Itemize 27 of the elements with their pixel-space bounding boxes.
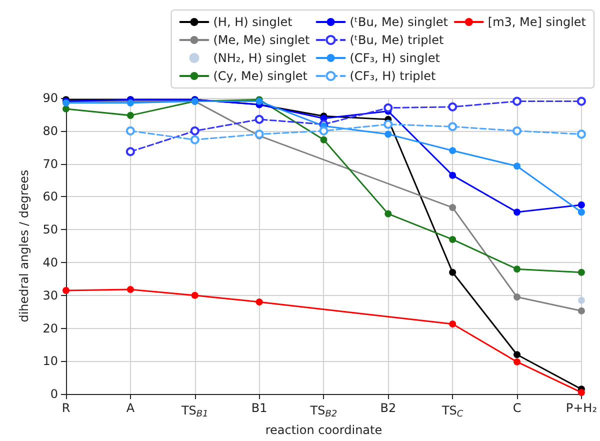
x-tick-label: B2 [380, 401, 396, 416]
y-tick-label: 40 [42, 256, 58, 270]
legend-label: (Me, Me) singlet [213, 33, 310, 47]
y-tick-label: 80 [42, 124, 58, 138]
y-tick-label: 30 [42, 288, 58, 302]
x-tick-label: B1 [251, 401, 268, 416]
legend-label: (H, H) singlet [213, 15, 293, 29]
legend-label: (ᵗBu, Me) triplet [350, 33, 444, 47]
legend-label: (CF₃, H) singlet [350, 51, 440, 65]
legend-label: [m3, Me] singlet [488, 15, 586, 29]
legend-label: (CF₃, H) triplet [350, 69, 436, 83]
y-tick-label: 20 [42, 321, 58, 336]
y-axis-title: dihedral angles / degrees [17, 170, 31, 322]
y-tick-label: 50 [42, 222, 58, 237]
x-tick-label: R [62, 401, 70, 416]
x-tick-label: C [512, 401, 522, 416]
legend-label: (NH₂, H) singlet [213, 51, 306, 65]
legend-label: (Cy, Me) singlet [213, 69, 308, 83]
y-tick-label: 60 [42, 190, 58, 204]
y-tick-label: 0 [50, 387, 58, 402]
x-tick-label: P+H₂ [566, 401, 598, 416]
legend-label: (ᵗBu, Me) singlet [350, 15, 448, 29]
x-axis-title: reaction coordinate [265, 423, 382, 437]
y-tick-label: 10 [42, 354, 58, 368]
y-tick-label: 70 [42, 156, 58, 171]
y-tick-label: 90 [42, 91, 58, 105]
x-tick-label: A [126, 401, 136, 416]
